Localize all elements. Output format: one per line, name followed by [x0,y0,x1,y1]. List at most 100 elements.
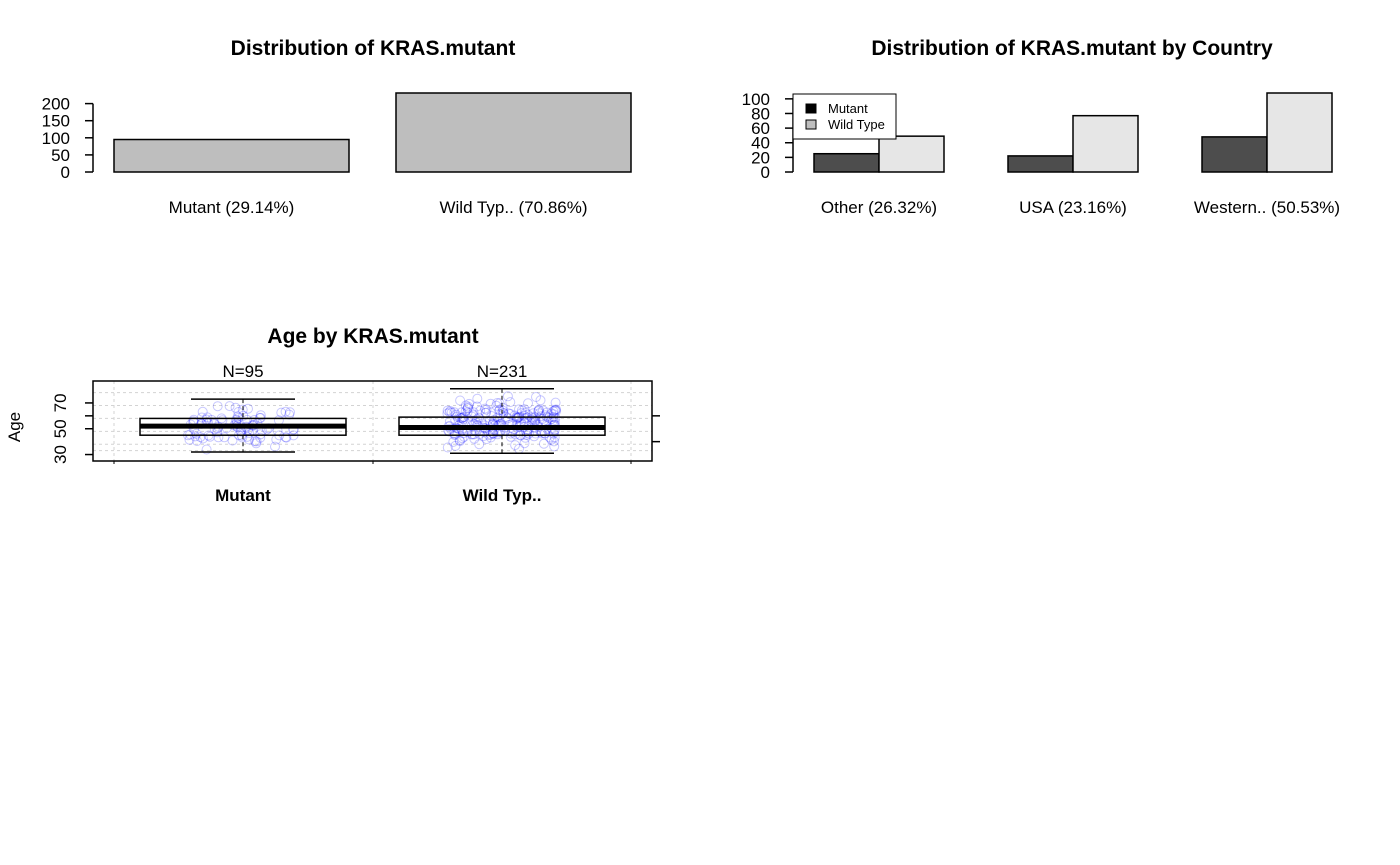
chart3-point [535,395,546,406]
chart3-point [469,433,480,444]
chart3-point [549,436,559,447]
chart3-boxes [139,387,606,455]
chart3-count-label: N=231 [477,362,528,381]
chart2-bar-mutant [813,152,880,173]
chart3-point [497,402,508,413]
chart3-labels: N=95 Mutant N=231 Wild Typ.. [215,362,541,505]
chart3-point [475,405,486,416]
chart3-point [191,428,202,439]
chart3-point [458,414,469,425]
chart3-point [462,403,473,413]
chart3-point [192,436,202,446]
chart3-point [485,432,496,443]
chart3-point [531,392,541,402]
chart3-point [505,409,516,419]
chart3-point [527,413,538,424]
chart3-point [251,436,262,447]
chart3-y-tick-label: 30 [51,445,70,464]
chart3-count-label: N=95 [222,362,263,381]
chart3-point [536,411,547,422]
chart1-bar [113,138,350,173]
chart3-point [460,400,471,411]
chart3-point [502,391,513,402]
chart3-point [514,443,524,454]
chart2-bar-mutant [1007,155,1074,173]
chart3-point [514,404,524,415]
chart3-point [455,395,466,406]
chart2-bar-wild-type [1266,92,1333,173]
chart3-y-tick-label: 70 [51,393,70,412]
chart3-point [250,436,261,447]
chart3-point [255,432,266,443]
chart3-point [503,413,513,424]
chart3-point [519,404,530,415]
chart3-point [480,403,490,414]
chart3-point [472,401,482,412]
chart1-y-tick-label: 200 [42,95,70,114]
chart3-point [468,410,479,421]
chart3-point [448,436,459,447]
chart2-bar-wild-type [878,135,945,173]
chart3-point [451,409,462,420]
chart3-point [285,407,295,418]
chart1-y-tick-label: 50 [51,146,70,165]
chart2-category-label: Western.. (50.53%) [1194,198,1340,217]
chart3-point [533,404,544,415]
chart3-point [227,435,238,446]
chart2-y-tick-label: 20 [751,148,770,167]
chart3-point [519,438,530,449]
chart3-y-tick-label: 50 [51,419,70,438]
chart3-grid [93,381,652,461]
chart3-point [511,414,522,425]
chart3-point [232,411,243,422]
chart3-point [505,431,516,442]
chart-distribution: Distribution of KRAS.mutant 050100150200… [42,37,632,217]
chart3-point [494,405,505,415]
chart3-point [198,433,208,444]
chart3-point [538,405,548,416]
chart2-category-label: USA (23.16%) [1019,198,1127,217]
legend-swatch-mutant [805,103,817,114]
chart2-bar-mutant [1201,136,1268,173]
chart2-bars [813,92,1333,173]
chart3-point [463,401,473,412]
legend-box [792,93,897,140]
chart3-point [450,440,461,451]
chart3-point [485,398,496,409]
chart3-y-axis-label: Age [5,412,24,442]
chart3-point [538,438,549,449]
chart3-point [202,412,213,423]
chart3-point [195,432,206,443]
chart3-point [489,414,500,425]
chart3-point [550,404,561,415]
chart3-point [281,432,292,443]
legend-label-mutant: Mutant [828,101,868,116]
chart3-point [462,403,473,414]
chart1-y-tick-label: 100 [42,129,70,148]
chart3-point [478,431,489,442]
chart1-bars [113,92,632,173]
chart3-point [533,405,544,416]
chart3-point [251,438,262,449]
chart1-bar [395,92,632,173]
chart3-point [255,429,266,440]
chart3-point [196,412,207,423]
chart3-point [540,410,550,421]
chart3-point [546,408,557,419]
chart3-point [455,436,465,447]
chart3-point [270,441,280,452]
chart3-point [442,408,453,419]
chart3-point [550,412,561,423]
chart3-point [495,409,506,420]
chart3-point [481,404,492,415]
chart2-y-tick-label: 40 [751,134,770,153]
chart3-point [224,401,235,412]
chart3-point [464,398,475,409]
chart1-y-tick-label: 0 [61,163,70,182]
chart3-point [526,414,537,425]
chart3-point [549,405,560,416]
chart2-legend: Mutant Wild Type [792,93,897,140]
chart3-point [520,432,531,443]
chart3-point [197,406,208,417]
